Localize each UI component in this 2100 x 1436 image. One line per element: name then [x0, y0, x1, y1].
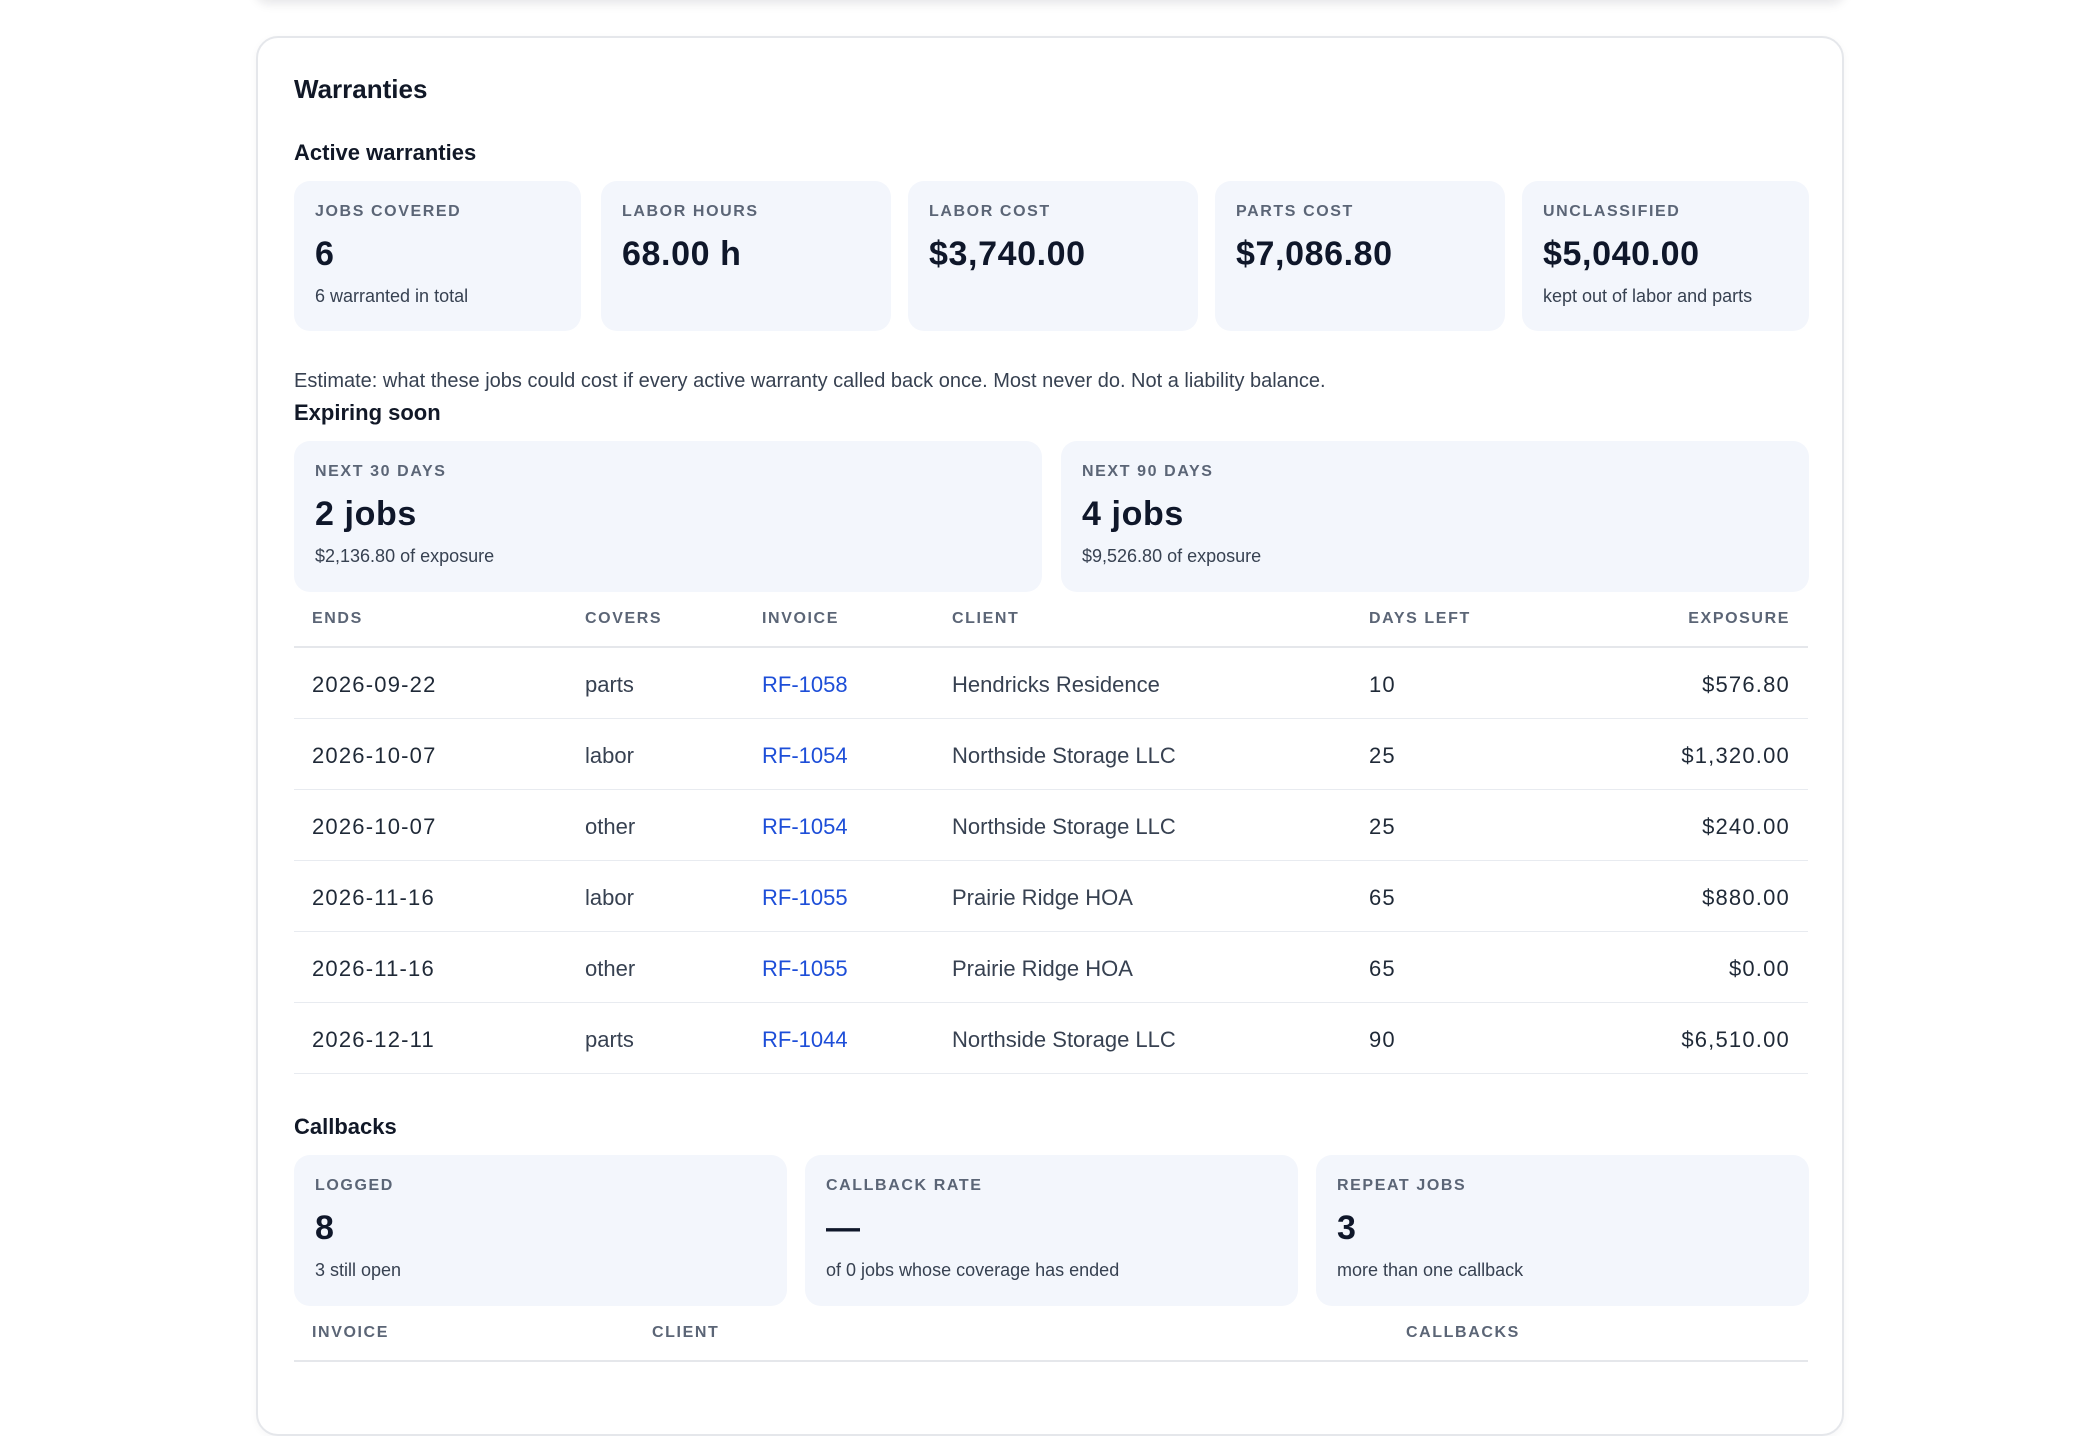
cell-client: Prairie Ridge HOA — [952, 885, 1133, 910]
stat-value: $3,740.00 — [929, 235, 1086, 273]
stat-label: CALLBACK RATE — [826, 1177, 983, 1194]
column-header-ends: ENDS — [312, 610, 363, 627]
stat-sub: more than one callback — [1337, 1260, 1524, 1280]
column-header-callbacks: CALLBACKS — [1406, 1324, 1520, 1341]
stat-value: 4 jobs — [1082, 495, 1184, 533]
cell-covers: labor — [585, 743, 634, 768]
cell-covers: other — [585, 956, 636, 981]
stat-label: LOGGED — [315, 1177, 394, 1194]
invoice-link[interactable]: RF-1054 — [762, 814, 848, 839]
callbacks-heading: Callbacks — [294, 1114, 397, 1139]
stat-value: $7,086.80 — [1236, 235, 1393, 273]
stat-card-next-30-days: NEXT 30 DAYS 2 jobs $2,136.80 of exposur… — [294, 441, 1042, 592]
stat-sub: kept out of labor and parts — [1543, 286, 1753, 306]
stat-card-next-90-days: NEXT 90 DAYS 4 jobs $9,526.80 of exposur… — [1061, 441, 1809, 592]
cell-client: Prairie Ridge HOA — [952, 956, 1133, 981]
stat-sub: $9,526.80 of exposure — [1082, 546, 1262, 566]
cell-ends: 2026-09-22 — [312, 672, 437, 697]
table-row: 2026-11-16 labor RF-1055 Prairie Ridge H… — [294, 861, 1808, 932]
table-header: ENDS COVERS INVOICE CLIENT DAYS LEFT EXP… — [294, 594, 1808, 648]
stat-value: 68.00 h — [622, 235, 742, 273]
stat-label: LABOR COST — [929, 203, 1051, 220]
stat-card-logged: LOGGED 8 3 still open — [294, 1155, 787, 1306]
column-header-exposure: EXPOSURE — [1688, 610, 1790, 627]
stat-value: 8 — [315, 1209, 335, 1247]
stat-value: — — [826, 1209, 861, 1247]
stat-label: LABOR HOURS — [622, 203, 759, 220]
cell-ends: 2026-10-07 — [312, 814, 437, 839]
stat-card-unclassified: UNCLASSIFIED $5,040.00 kept out of labor… — [1522, 181, 1809, 331]
cell-covers: parts — [585, 672, 634, 697]
cell-days-left: 25 — [1369, 814, 1396, 839]
expiring-soon-heading: Expiring soon — [294, 400, 441, 425]
warranties-panel: Warranties Active warranties JOBS COVERE… — [256, 36, 1844, 1436]
invoice-link[interactable]: RF-1055 — [762, 956, 848, 981]
stat-card-jobs-covered: JOBS COVERED 6 6 warranted in total — [294, 181, 581, 331]
column-header-days-left: DAYS LEFT — [1369, 610, 1471, 627]
column-header-client: CLIENT — [652, 1324, 720, 1341]
invoice-link[interactable]: RF-1058 — [762, 672, 848, 697]
cell-days-left: 65 — [1369, 885, 1396, 910]
cell-client: Hendricks Residence — [952, 672, 1160, 697]
cell-days-left: 25 — [1369, 743, 1396, 768]
cell-exposure: $240.00 — [1702, 814, 1790, 839]
stat-card-parts-cost: PARTS COST $7,086.80 — [1215, 181, 1505, 331]
expiring-table: ENDS COVERS INVOICE CLIENT DAYS LEFT EXP… — [294, 594, 1808, 1074]
cell-exposure: $1,320.00 — [1681, 743, 1790, 768]
cell-client: Northside Storage LLC — [952, 814, 1176, 839]
cell-days-left: 65 — [1369, 956, 1396, 981]
stat-label: REPEAT JOBS — [1337, 1177, 1467, 1194]
cell-covers: other — [585, 814, 636, 839]
column-header-invoice: INVOICE — [312, 1324, 389, 1341]
panel-title: Warranties — [294, 74, 428, 104]
invoice-link[interactable]: RF-1054 — [762, 743, 848, 768]
stat-card-callback-rate: CALLBACK RATE — of 0 jobs whose coverage… — [805, 1155, 1298, 1306]
table-header: INVOICE CLIENT CALLBACKS — [294, 1308, 1808, 1362]
cell-exposure: $6,510.00 — [1681, 1027, 1790, 1052]
cell-ends: 2026-11-16 — [312, 885, 435, 910]
cell-ends: 2026-10-07 — [312, 743, 437, 768]
table-row: 2026-12-11 parts RF-1044 Northside Stora… — [294, 1003, 1808, 1074]
invoice-link[interactable]: RF-1055 — [762, 885, 848, 910]
stat-card-repeat-jobs: REPEAT JOBS 3 more than one callback — [1316, 1155, 1809, 1306]
cell-covers: labor — [585, 885, 634, 910]
column-header-covers: COVERS — [585, 610, 663, 627]
cell-covers: parts — [585, 1027, 634, 1052]
stat-label: NEXT 90 DAYS — [1082, 463, 1214, 480]
callbacks-table: INVOICE CLIENT CALLBACKS — [294, 1308, 1808, 1362]
cell-days-left: 10 — [1369, 672, 1396, 697]
estimate-note: Estimate: what these jobs could cost if … — [294, 370, 1326, 392]
table-row: 2026-09-22 parts RF-1058 Hendricks Resid… — [294, 648, 1808, 719]
cell-exposure: $576.80 — [1702, 672, 1790, 697]
stat-card-labor-hours: LABOR HOURS 68.00 h — [601, 181, 891, 331]
stat-label: UNCLASSIFIED — [1543, 203, 1681, 220]
cell-days-left: 90 — [1369, 1027, 1396, 1052]
stat-label: NEXT 30 DAYS — [315, 463, 447, 480]
active-warranties-heading: Active warranties — [294, 140, 477, 165]
stat-value: $5,040.00 — [1543, 235, 1700, 273]
cell-client: Northside Storage LLC — [952, 1027, 1176, 1052]
invoice-link[interactable]: RF-1044 — [762, 1027, 848, 1052]
cell-ends: 2026-11-16 — [312, 956, 435, 981]
stat-value: 3 — [1337, 1209, 1357, 1247]
stat-sub: 3 still open — [315, 1260, 402, 1280]
stat-card-labor-cost: LABOR COST $3,740.00 — [908, 181, 1198, 331]
table-row: 2026-10-07 labor RF-1054 Northside Stora… — [294, 719, 1808, 790]
stat-value: 2 jobs — [315, 495, 417, 533]
column-header-invoice: INVOICE — [762, 610, 839, 627]
cell-client: Northside Storage LLC — [952, 743, 1176, 768]
cell-exposure: $880.00 — [1702, 885, 1790, 910]
table-row: 2026-10-07 other RF-1054 Northside Stora… — [294, 790, 1808, 861]
stat-label: PARTS COST — [1236, 203, 1354, 220]
stat-sub: 6 warranted in total — [315, 286, 469, 306]
column-header-client: CLIENT — [952, 610, 1020, 627]
cell-ends: 2026-12-11 — [312, 1027, 435, 1052]
stat-label: JOBS COVERED — [315, 203, 462, 220]
stat-sub: of 0 jobs whose coverage has ended — [826, 1260, 1120, 1280]
stat-value: 6 — [315, 235, 335, 273]
table-row: 2026-11-16 other RF-1055 Prairie Ridge H… — [294, 932, 1808, 1003]
stat-sub: $2,136.80 of exposure — [315, 546, 495, 566]
cell-exposure: $0.00 — [1728, 956, 1790, 981]
